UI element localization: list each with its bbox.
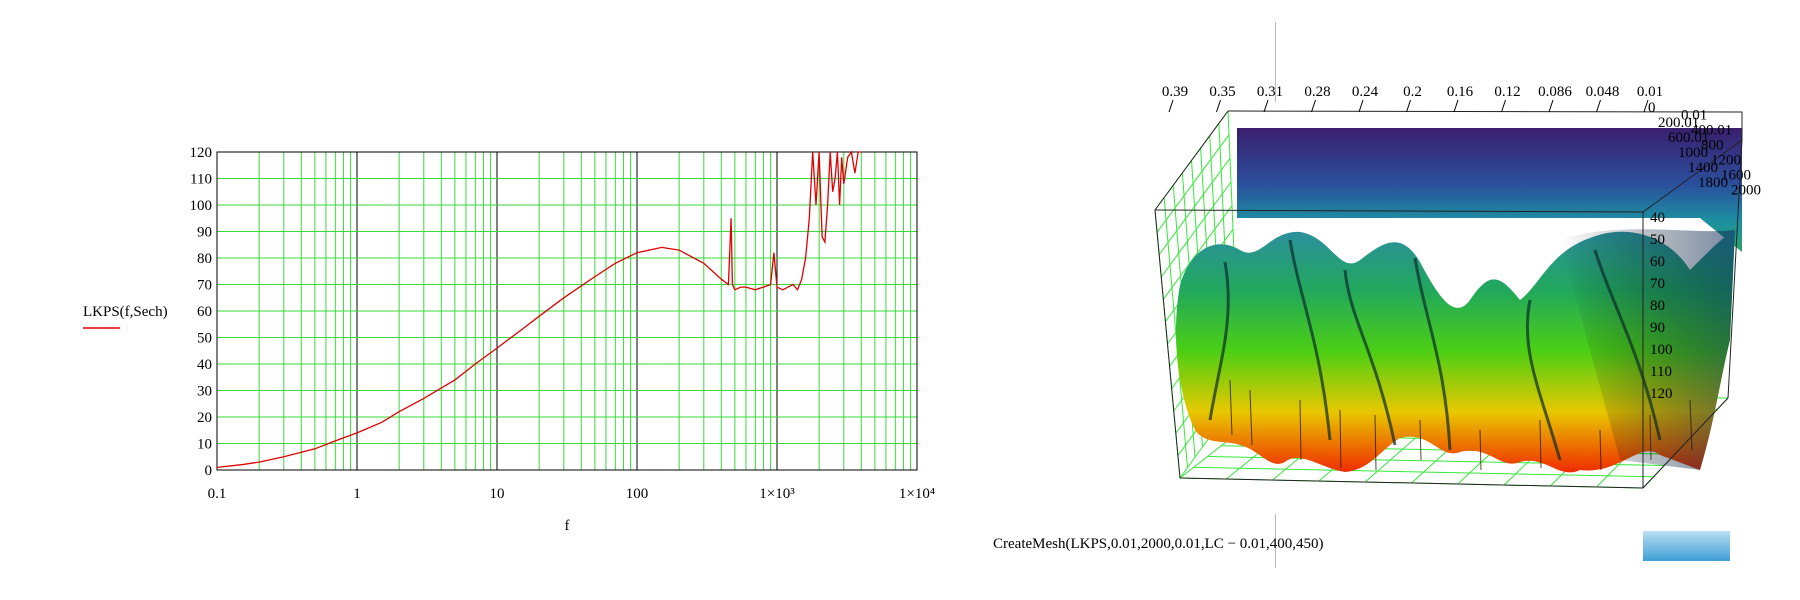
right-tick-label: 100	[1650, 342, 1673, 358]
colormap-swatch	[1643, 531, 1730, 561]
y-tick-label: 30	[197, 384, 212, 400]
right-tick-label: 70	[1650, 276, 1665, 292]
wall-gridline	[1156, 134, 1230, 233]
top-tick-label: 0.16	[1447, 84, 1474, 100]
box-edges	[1154, 110, 1743, 489]
top-tick-label: 0.35	[1209, 84, 1235, 100]
right-tick-label: 120	[1650, 386, 1673, 402]
y-tick-label: 80	[197, 251, 212, 267]
right-upper-tick-label: 1600	[1721, 168, 1751, 184]
top-tick-label: 0.39	[1162, 84, 1188, 100]
top-tick-mark	[1501, 99, 1506, 113]
y-tick-label: 0	[205, 463, 213, 479]
top-tick-mark	[1216, 99, 1221, 113]
right-upper-tick-label: 600.01	[1668, 130, 1709, 146]
region-divider-lower	[1275, 514, 1276, 568]
x-tick-label: 100	[626, 486, 649, 502]
right-upper-tick-label: 2000	[1731, 183, 1761, 199]
top-tick-mark	[1358, 99, 1364, 113]
y-tick-label: 90	[197, 225, 212, 241]
top-tick-mark	[1168, 99, 1174, 113]
top-tick-label: 0.048	[1586, 84, 1620, 100]
right-tick-label: 110	[1650, 364, 1672, 380]
x-tick-label: 1	[353, 486, 361, 502]
wall-gridline	[1160, 181, 1232, 278]
right-upper-tick-label: 1400	[1688, 160, 1718, 176]
x-axis-ticks: 0.1 1 10 100 1×10³ 1×10⁴	[208, 486, 935, 502]
right-upper-tick-label: 400.01	[1691, 123, 1732, 139]
right-upper-tick-label: 200.01	[1658, 115, 1699, 131]
series-lkps-line	[216, 150, 862, 469]
plot-frame	[216, 151, 918, 471]
right-tick-label: 90	[1650, 320, 1665, 336]
y-tick-label: 60	[197, 304, 212, 320]
y-tick-label: 10	[197, 437, 212, 453]
x-tick-label: 1×10³	[759, 486, 795, 502]
surface-dark-spikes	[1229, 379, 1693, 471]
right-upper-tick-label: 0	[1648, 100, 1656, 116]
top-tick-label: 0.12	[1494, 84, 1520, 100]
top-tick-label: 0.2	[1403, 84, 1422, 100]
top-axis-ticks: 0.39 0.35 0.31 0.28 0.24 0.2 0.16 0.12 0.086 0.04…	[1162, 84, 1663, 113]
wall-gridline	[1162, 205, 1233, 300]
wall-gridline	[1158, 158, 1231, 255]
top-tick-label: 0.24	[1352, 84, 1379, 100]
top-tick-mark	[1263, 99, 1269, 113]
right-upper-tick-label: 1200	[1711, 153, 1741, 169]
x-tick-label: 10	[490, 486, 505, 502]
x-tick-label: 1×10⁴	[899, 486, 935, 502]
top-tick-mark	[1548, 99, 1554, 113]
top-tick-mark	[1596, 99, 1601, 113]
chart-grid	[216, 151, 917, 471]
right-upper-tick-label: 0.01	[1681, 108, 1707, 124]
surface-ridges	[1208, 239, 1662, 461]
lkps-line-chart: 0.1 1 10 100 1×10³ 1×10⁴ 01020304050607080901…	[83, 145, 935, 534]
right-tick-label: 60	[1650, 254, 1665, 270]
top-tick-mark	[1453, 99, 1459, 113]
y-tick-label: 120	[190, 145, 213, 161]
floor-gridline	[1193, 466, 1654, 478]
y-tick-label: 70	[197, 278, 212, 294]
region-divider	[1275, 22, 1276, 102]
right-axis-ticks: 40 50 60 70 80 90 100 110 120	[1650, 210, 1673, 402]
right-tick-label: 40	[1650, 210, 1665, 226]
y-axis-ticks: 0 10 20 30 40 50 60 70 80 90 100 110 120	[190, 145, 213, 479]
y-tick-label: 100	[190, 198, 213, 214]
y-tick-label: 110	[190, 172, 212, 188]
top-tick-label: 0.28	[1304, 84, 1330, 100]
top-tick-mark	[1311, 99, 1316, 113]
top-tick-mark	[1643, 99, 1649, 113]
surface-back-wall	[1237, 128, 1742, 252]
right-tick-label: 50	[1650, 232, 1665, 248]
surface-shadow-right	[1560, 229, 1735, 470]
top-tick-label: 0.086	[1538, 84, 1572, 100]
y-tick-label: 50	[197, 331, 212, 347]
top-tick-mark	[1406, 99, 1411, 113]
y-tick-label: 20	[197, 410, 212, 426]
right-upper-tick-label: 1000	[1678, 145, 1708, 161]
lkps-surface-plot: 0.39 0.35 0.31 0.28 0.24 0.2 0.16 0.12 0.086 0.04…	[1154, 84, 1761, 489]
right-upper-tick-label: 1800	[1698, 175, 1728, 191]
x-tick-label: 0.1	[208, 486, 227, 502]
top-tick-label: 0.01	[1637, 84, 1663, 100]
top-tick-label: 0.31	[1257, 84, 1283, 100]
right-upper-tick-label: 800	[1701, 138, 1724, 154]
mesh-expression: CreateMesh(LKPS,0.01,2000,0.01,LC − 0.01…	[993, 536, 1324, 552]
x-axis-label: f	[565, 518, 570, 534]
y-tick-label: 40	[197, 357, 212, 373]
y-axis-label: LKPS(f,Sech)	[83, 304, 168, 320]
right-tick-label: 80	[1650, 298, 1665, 314]
